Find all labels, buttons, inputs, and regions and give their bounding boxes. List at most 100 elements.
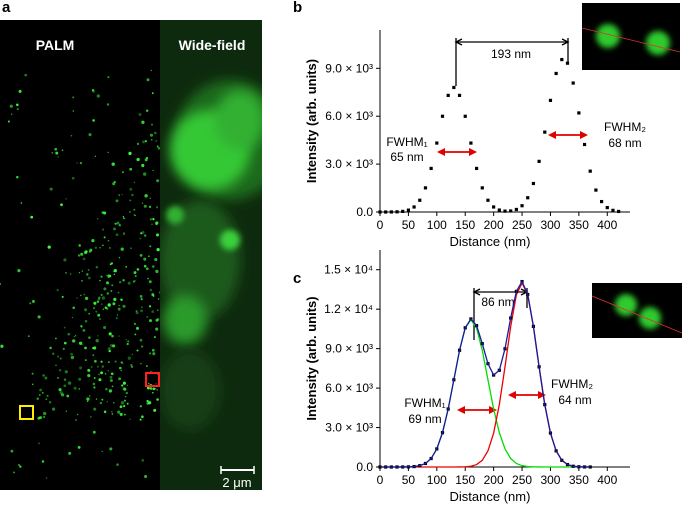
localization <box>114 222 117 225</box>
localization <box>76 162 78 164</box>
localization <box>88 250 91 253</box>
localization <box>103 236 106 239</box>
localization <box>36 397 39 400</box>
localization <box>91 238 95 243</box>
localization <box>115 233 119 237</box>
localization <box>120 361 123 364</box>
localization <box>135 311 139 315</box>
localization <box>151 92 154 95</box>
data-point <box>395 210 399 214</box>
localization <box>141 120 145 124</box>
localization <box>97 218 99 220</box>
y-tick-label: 1.5 × 10⁴ <box>324 263 373 277</box>
localization <box>91 88 95 92</box>
data-point <box>503 209 507 213</box>
data-point <box>406 208 411 212</box>
localization <box>78 388 80 390</box>
localization <box>65 272 67 274</box>
localization <box>52 352 55 355</box>
localization <box>143 172 147 176</box>
widefield-blob <box>163 295 207 345</box>
x-axis-label: Distance (nm) <box>450 489 531 504</box>
localization <box>74 335 77 337</box>
panel-label: a <box>2 0 11 16</box>
localization <box>144 140 147 143</box>
localization <box>55 337 57 340</box>
localization <box>149 218 153 221</box>
localization <box>102 308 104 310</box>
localization <box>133 271 137 275</box>
data-point <box>514 207 518 212</box>
localization <box>45 477 48 479</box>
localization <box>111 413 114 415</box>
annotation: 86 nm <box>481 295 514 309</box>
localization <box>123 217 125 220</box>
localization <box>63 384 67 388</box>
localization <box>119 281 122 284</box>
localization <box>126 384 129 387</box>
localization <box>62 347 65 350</box>
inset-spot <box>615 294 637 316</box>
localization <box>108 332 112 336</box>
curve <box>380 280 591 468</box>
localization <box>81 270 84 272</box>
localization <box>84 319 88 323</box>
localization <box>110 372 114 376</box>
localization <box>108 349 111 353</box>
data-point <box>463 114 467 118</box>
localization <box>127 340 130 343</box>
localization <box>108 361 110 363</box>
data-point <box>435 141 439 145</box>
localization <box>107 274 111 278</box>
localization <box>153 408 157 412</box>
x-tick-label: 250 <box>512 218 532 232</box>
localization <box>144 194 148 198</box>
data-point <box>452 85 456 90</box>
annotation: 68 nm <box>608 136 641 150</box>
y-tick-label: 6.0 × 10³ <box>325 381 373 395</box>
panel-label: b <box>293 0 302 16</box>
localization <box>87 268 90 271</box>
localization <box>96 94 100 98</box>
localization <box>67 332 71 336</box>
localization <box>100 371 104 375</box>
localization <box>98 378 102 382</box>
localization <box>66 394 70 398</box>
localization <box>65 198 67 200</box>
roi-box <box>19 405 34 420</box>
data-point <box>537 159 541 163</box>
localization <box>150 69 152 72</box>
data-point <box>429 166 433 171</box>
localization <box>82 329 86 332</box>
localization <box>113 402 115 404</box>
localization <box>49 187 53 191</box>
localization <box>84 346 87 350</box>
y-tick-label: 0.0 <box>356 205 373 219</box>
localization <box>10 449 14 453</box>
localization <box>101 211 105 214</box>
localization <box>0 344 4 348</box>
arrow-head <box>548 131 588 139</box>
localization <box>148 305 152 308</box>
localization <box>71 176 75 180</box>
localization <box>18 89 22 93</box>
localization <box>104 306 108 309</box>
inset-image <box>592 283 682 338</box>
localization <box>61 149 64 152</box>
localization <box>77 254 81 257</box>
localization <box>80 252 84 256</box>
x-tick-label: 300 <box>540 218 560 232</box>
localization <box>76 297 78 299</box>
localization <box>92 307 96 310</box>
localization <box>41 391 44 394</box>
localization <box>110 289 113 292</box>
localization <box>109 447 113 451</box>
data-point <box>389 210 393 214</box>
localization <box>152 352 156 356</box>
data-point <box>423 186 428 190</box>
localization <box>60 203 63 207</box>
localization <box>142 140 145 144</box>
x-tick-label: 250 <box>512 473 532 487</box>
data-point <box>605 205 609 210</box>
arrow-head <box>457 406 497 414</box>
